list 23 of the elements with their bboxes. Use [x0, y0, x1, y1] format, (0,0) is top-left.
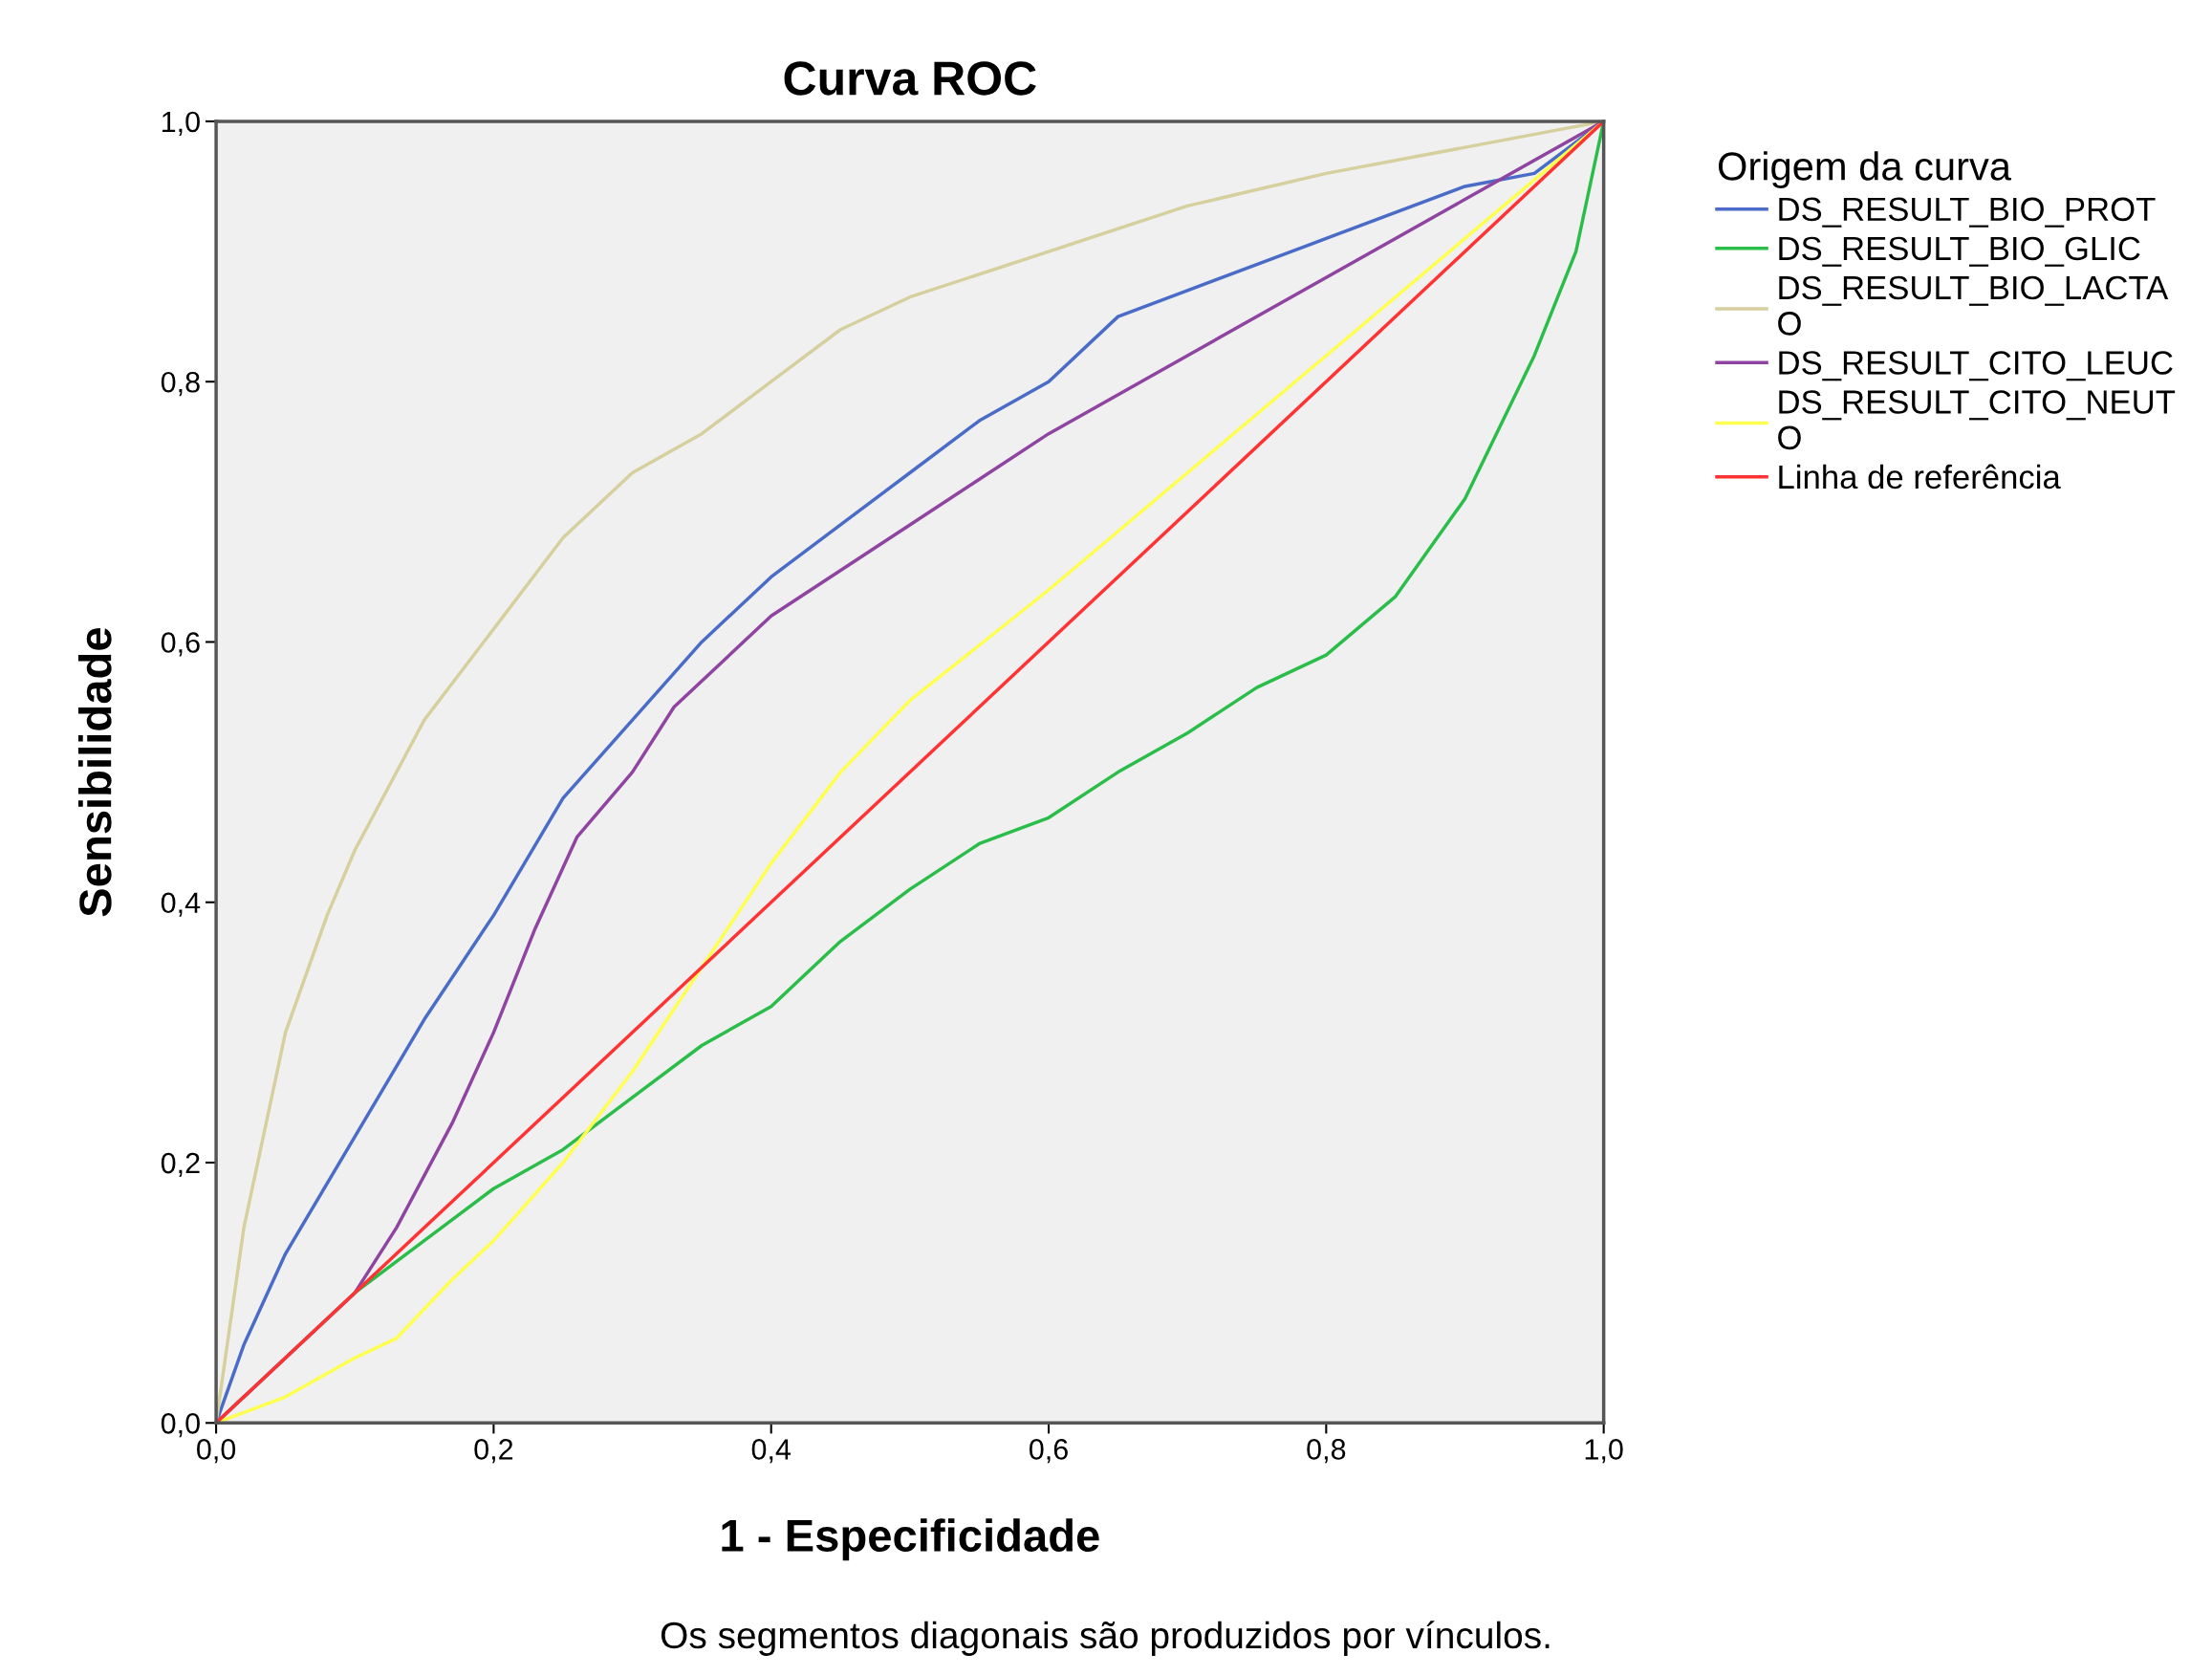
y-tick-label: 0,6 — [161, 632, 200, 657]
y-tick-label: 0,0 — [161, 1413, 200, 1438]
legend-label: DS_RESULT_CITO_LEUC — [1779, 351, 2173, 381]
legend-label: DS_RESULT_CITO_NEUT O — [1778, 390, 2176, 450]
x-tick-label: 0,6 — [1029, 1439, 1068, 1464]
x-tick-label: 0,8 — [1307, 1439, 1346, 1464]
x-tick-label: 1,0 — [1585, 1439, 1623, 1464]
chart-title: Curva ROC — [784, 61, 1036, 96]
legend-label: Linha de referência — [1779, 464, 2061, 490]
y-axis-title: Sensibilidade — [77, 628, 112, 917]
y-tick-label: 0,2 — [161, 1152, 200, 1177]
legend-title: Origem da curva — [1718, 151, 2011, 189]
legend-label: DS_RESULT_BIO_LACTA O — [1778, 275, 2169, 336]
x-axis-title: 1 - Especificidade — [722, 1518, 1099, 1561]
x-tick-label: 0,4 — [751, 1439, 792, 1464]
text: Os segmentos diagonais são produzidos por vínculos. — [661, 1621, 1550, 1656]
legend-label: DS_RESULT_BIO_GLIC — [1779, 236, 2140, 267]
x-tick-label: 0,2 — [474, 1439, 513, 1464]
y-tick-label: 0,8 — [161, 371, 200, 397]
legend-label: DS_RESULT_BIO_PROT — [1779, 197, 2156, 228]
y-tick-label: 1,0 — [162, 111, 200, 136]
y-tick-label: 0,4 — [161, 892, 201, 917]
x-tick-label: 0,0 — [197, 1439, 236, 1464]
